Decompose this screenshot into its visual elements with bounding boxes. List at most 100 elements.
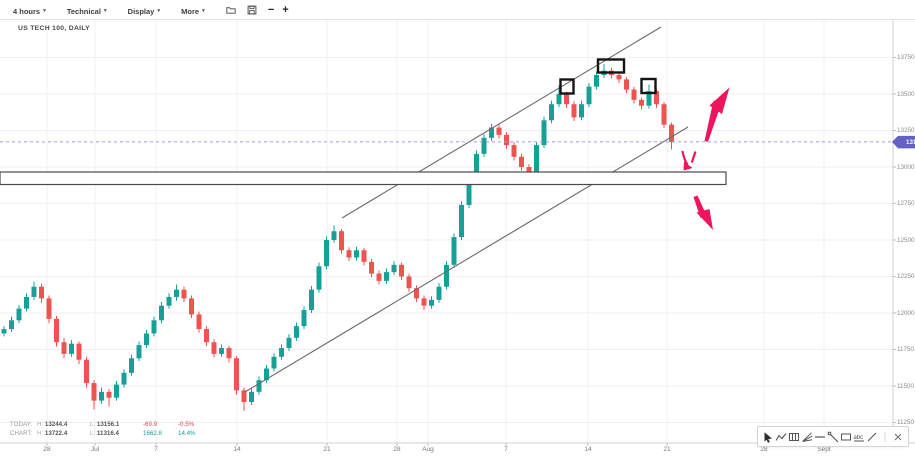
horizontal-line-icon[interactable] [814,430,826,443]
chart-change-pct: 14.4% [178,430,196,437]
upper-trendline[interactable] [341,26,662,219]
price-axis-label: 12000 [897,309,915,317]
price-axis-label: 13750 [897,54,915,61]
current-price-value: 13172 [906,139,915,146]
candle [519,153,524,171]
swing-high-highlight-boxes[interactable] [559,58,657,95]
candle [316,262,322,293]
candle [496,124,502,139]
candle [361,248,367,266]
candle [166,293,172,309]
candle [61,337,67,359]
menu-more[interactable]: More ▾ [181,6,205,16]
candle [616,72,622,84]
date-axis-label: 7 [504,446,508,453]
candle [136,341,142,362]
candle [69,340,74,357]
candle [376,270,382,285]
fan-lines-icon[interactable] [801,430,813,443]
folder-icon[interactable] [226,5,236,15]
close-icon[interactable] [892,430,904,443]
gridlines [0,19,893,443]
candle [624,77,629,94]
highlight-box[interactable] [640,77,657,95]
candle [301,306,307,330]
up-right-breakout-arrow[interactable] [704,87,730,142]
candle [16,304,22,324]
down-breakdown-arrow[interactable] [693,195,714,231]
candle [646,84,652,109]
lower-trendline[interactable] [244,126,689,393]
ray-dot-icon[interactable] [827,430,839,443]
candle [511,142,517,161]
menu-interval[interactable]: 4 hours ▾ [13,6,46,16]
today-change-pct: -0.5% [178,421,195,428]
support-zone-box[interactable] [0,171,727,186]
zoom-in-icon[interactable]: + [282,3,289,16]
candle [121,369,127,388]
cursor-icon[interactable] [762,430,774,443]
chart-low: L: 11316.4 [90,430,119,437]
chevron-down-icon: ▾ [157,8,161,14]
candle [129,354,134,376]
columns-icon[interactable] [788,430,800,443]
rectangle-icon[interactable] [840,430,852,443]
candle [211,339,217,358]
today-high: H: 13244.4 [37,421,68,428]
candle [669,122,674,150]
candle [46,295,52,324]
zoom-out-icon[interactable]: − [267,3,275,16]
today-stats-row: TODAY: H: 13244.4 L: 13156.1 -69.9 -0.5% [10,420,208,429]
date-axis-label: 14 [233,446,241,453]
candle [489,123,494,141]
separator [879,430,891,443]
price-axis-label: 13000 [897,163,915,171]
price-axis-label: 11250 [897,419,915,426]
price-axis-label: 11500 [897,382,915,390]
candle [249,388,254,405]
candle [24,293,29,312]
top-toolbar: 4 hours ▾ Technical ▾ Display ▾ More ▾ − + [0,0,915,20]
session-stats: TODAY: H: 13244.4 L: 13156.1 -69.9 -0.5%… [10,420,208,438]
menu-display[interactable]: Display ▾ [127,6,161,16]
candle [601,64,607,78]
candle [639,97,644,110]
candle [106,388,112,407]
save-icon[interactable] [247,5,257,15]
date-axis-label: 21 [323,446,331,453]
today-change: -69.9 [143,421,158,428]
candle [189,295,194,319]
candle [346,247,352,262]
date-axis-label: 28 [393,446,401,453]
candle [354,246,359,261]
menu-technical[interactable]: Technical ▾ [66,6,107,16]
small-pullback-arrow[interactable] [681,150,697,171]
drawn-arrows[interactable] [681,87,730,231]
candle [421,295,427,311]
candle [384,268,389,284]
candle [504,131,509,149]
axis-frame [0,19,915,446]
candle [571,101,577,122]
candle [99,387,104,404]
symbol-label: US TECH 100, DAILY [18,25,91,32]
date-axis-label: 14 [584,446,592,453]
candle [579,100,584,121]
candle [324,236,329,270]
candle [54,315,59,347]
highlight-box[interactable] [559,78,575,95]
date-axis-label: 21 [663,446,671,453]
price-axis-label: 12750 [897,200,915,207]
candle [661,102,667,129]
highlight-box[interactable] [596,58,626,74]
candle [9,316,14,332]
trend-curve-icon[interactable] [775,430,787,443]
trend-line-icon[interactable] [866,430,878,443]
candle [234,356,239,395]
candle [631,86,637,104]
candle [391,261,397,276]
chevron-down-icon: ▾ [43,8,46,14]
candle [219,344,224,357]
text-icon[interactable]: abc [853,430,865,443]
